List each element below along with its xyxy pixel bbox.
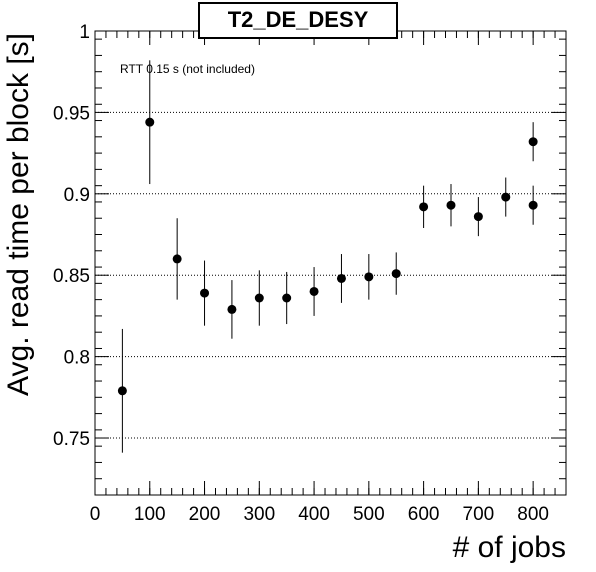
data-point [282,293,292,303]
y-tick-label: 0.8 [64,348,90,369]
data-point [172,254,182,264]
y-tick-label: 0.85 [53,266,90,287]
x-tick-label: 400 [298,504,330,525]
x-tick-label: 300 [243,504,275,525]
x-tick-label: 500 [353,504,385,525]
y-axis-title: Avg. read time per block [s] [2,33,35,396]
y-tick-label: 1 [79,22,90,43]
data-point [117,386,127,396]
title-box: T2_DE_DESY [198,2,398,39]
x-axis-title: # of jobs [453,531,566,564]
data-points [117,60,538,453]
x-tick-label: 800 [517,504,549,525]
x-tick-label: 0 [90,504,101,525]
data-point [528,200,538,210]
data-point [501,192,511,202]
data-point [446,200,456,210]
tick-labels: 0.75 0.8 0.85 0.9 0.95 1 0 100 200 300 400 500 600 70… [53,22,549,525]
y-tick-label: 0.75 [53,429,90,450]
data-point [419,202,429,212]
data-point [473,212,483,222]
x-tick-label: 200 [189,504,221,525]
data-point [145,117,155,127]
x-tick-label: 100 [134,504,166,525]
x-tick-label: 600 [408,504,440,525]
data-point [364,272,374,282]
x-tick-label: 700 [463,504,495,525]
y-tick-label: 0.9 [64,185,90,206]
data-point [227,304,237,314]
rtt-annotation: RTT 0.15 s (not included) [120,62,255,76]
chart-title: T2_DE_DESY [228,7,369,32]
data-point [336,273,346,283]
data-point [309,286,319,296]
data-point [528,137,538,147]
data-point [200,288,210,298]
y-tick-label: 0.95 [53,103,90,124]
data-point [391,269,401,279]
data-point [254,293,264,303]
